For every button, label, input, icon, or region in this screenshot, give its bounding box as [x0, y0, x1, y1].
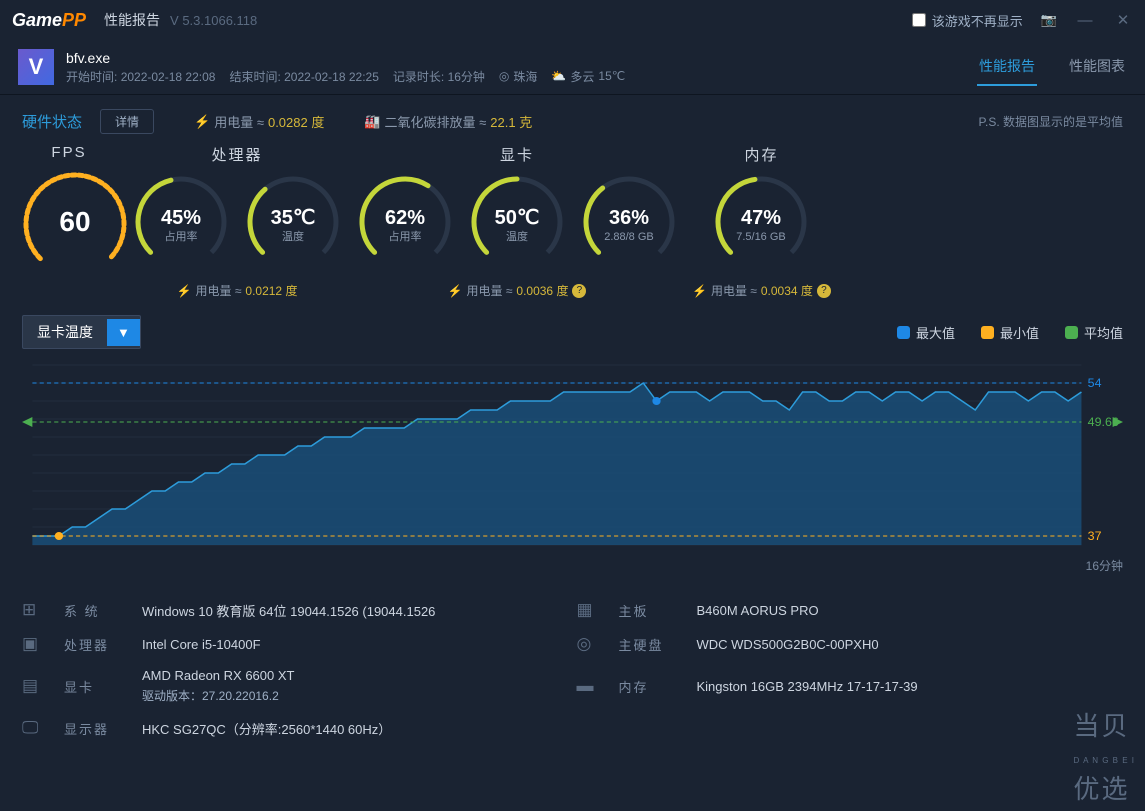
weather: ⛅ 多云 15℃ [551, 68, 625, 85]
chart-controls: 显卡温度 ▼ 最大值 最小值 平均值 [0, 299, 1145, 355]
svg-text:7.5/16 GB: 7.5/16 GB [737, 231, 787, 243]
location: ◎ 珠海 [499, 68, 538, 85]
titlebar: GamePP 性能报告 V 5.3.1066.118 该游戏不再显示 📷 — ✕ [0, 0, 1145, 40]
infobar: V bfv.exe 开始时间: 2022-02-18 22:08 结束时间: 2… [0, 40, 1145, 95]
hide-game-check-input[interactable] [912, 13, 926, 27]
hw-header: 硬件状态 详情 ⚡ 用电量 ≈ 0.0282 度 🏭 二氧化碳排放量 ≈ 22.… [0, 95, 1145, 134]
co2-icon: 🏭 [364, 114, 380, 130]
svg-text:60: 60 [59, 206, 90, 237]
cpu-icon: ▣ [22, 634, 56, 654]
os-icon: ⊞ [22, 600, 56, 620]
svg-text:62%: 62% [385, 207, 425, 229]
gpu-group: 显卡 62% 占用率 50℃ 温度 36% 2.88/8 GB ⚡用电量 ≈ 0… [356, 144, 678, 299]
titlebar-version: V 5.3.1066.118 [170, 13, 257, 28]
svg-text:49.66: 49.66 [1088, 415, 1119, 429]
watermark: 当贝 D A N G B E I 优选 [1074, 712, 1135, 803]
cpu-temp-gauge: 35℃ 温度 [244, 173, 342, 274]
svg-text:温度: 温度 [282, 229, 304, 243]
svg-text:47%: 47% [741, 207, 781, 229]
svg-text:占用率: 占用率 [165, 229, 198, 243]
plug-icon: ⚡ [692, 284, 707, 298]
gpu-usage-gauge: 62% 占用率 [356, 173, 454, 274]
svg-text:50℃: 50℃ [495, 207, 540, 229]
hw-title: 硬件状态 [22, 111, 82, 132]
gpu-temp-gauge: 50℃ 温度 [468, 173, 566, 274]
titlebar-title: 性能报告 [104, 10, 160, 30]
svg-text:54: 54 [1088, 376, 1102, 390]
legend-avg-swatch [1065, 326, 1078, 339]
fps-gauge: 60 [20, 169, 118, 282]
cpu-group: 处理器 45% 占用率 35℃ 温度 ⚡用电量 ≈ 0.0212 度 [132, 144, 342, 299]
mem-icon: ▬ [577, 676, 611, 696]
plug-icon: ⚡ [448, 284, 463, 298]
plug-icon: ⚡ [177, 284, 192, 298]
monitor-icon: 🖵 [22, 718, 56, 738]
tab-report[interactable]: 性能报告 [977, 48, 1037, 86]
fps-group: FPS 60 [20, 144, 118, 282]
legend-max-swatch [897, 326, 910, 339]
game-icon: V [18, 49, 54, 85]
legend-min-swatch [981, 326, 994, 339]
ram-group: 内存 47% 7.5/16 GB ⚡用电量 ≈ 0.0034 度 ? [692, 144, 831, 299]
gpu-icon: ▤ [22, 676, 56, 696]
chart-xlabel: 16分钟 [0, 555, 1145, 584]
mb-icon: ▦ [577, 600, 611, 620]
chart-legend: 最大值 最小值 平均值 [897, 323, 1123, 342]
total-power: ⚡ 用电量 ≈ 0.0282 度 [194, 112, 324, 131]
help-icon[interactable]: ? [817, 284, 831, 298]
specs-grid: ⊞ 系 统 Windows 10 教育版 64位 19044.1526 (190… [0, 584, 1145, 754]
gauges: FPS 60 处理器 45% 占用率 35℃ 温度 ⚡用电量 ≈ 0.0212 … [0, 134, 1145, 299]
help-icon[interactable]: ? [572, 284, 586, 298]
svg-text:45%: 45% [161, 207, 201, 229]
hide-game-checkbox[interactable]: 该游戏不再显示 [912, 11, 1023, 30]
chevron-down-icon: ▼ [107, 319, 140, 346]
co2: 🏭 二氧化碳排放量 ≈ 22.1 克 [364, 112, 532, 131]
plug-icon: ⚡ [194, 114, 210, 130]
svg-text:37: 37 [1088, 529, 1102, 543]
session-meta: 开始时间: 2022-02-18 22:08 结束时间: 2022-02-18 … [66, 68, 625, 85]
metric-dropdown[interactable]: 显卡温度 ▼ [22, 315, 141, 349]
screenshot-icon[interactable]: 📷 [1041, 12, 1057, 28]
svg-text:2.88/8 GB: 2.88/8 GB [604, 231, 654, 243]
svg-text:36%: 36% [609, 207, 649, 229]
tab-chart[interactable]: 性能图表 [1067, 48, 1127, 86]
close-icon[interactable]: ✕ [1113, 11, 1133, 29]
gpu-mem-gauge: 36% 2.88/8 GB [580, 173, 678, 274]
cpu-usage-gauge: 45% 占用率 [132, 173, 230, 274]
details-button[interactable]: 详情 [100, 109, 154, 134]
game-exe-name: bfv.exe [66, 50, 625, 66]
minimize-icon[interactable]: — [1075, 12, 1095, 29]
svg-text:35℃: 35℃ [271, 207, 316, 229]
ram-gauge: 47% 7.5/16 GB [712, 173, 810, 274]
svg-text:占用率: 占用率 [389, 229, 422, 243]
chart-area: 54 49.66 37 [22, 355, 1123, 555]
svg-text:温度: 温度 [506, 229, 528, 243]
note: P.S. 数据图显示的是平均值 [979, 113, 1123, 130]
app-logo: GamePP [12, 10, 86, 31]
disk-icon: ◎ [577, 634, 611, 654]
